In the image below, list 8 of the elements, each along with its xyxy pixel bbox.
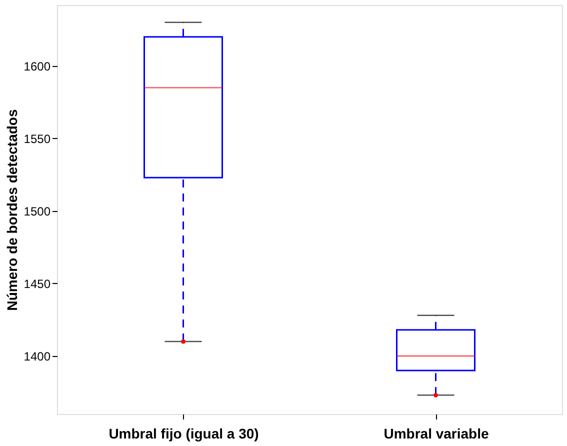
y-tick-label: 1550: [24, 132, 51, 146]
x-tick-label: Umbral fijo (igual a 30): [108, 426, 259, 442]
y-tick-label: 1400: [24, 349, 51, 364]
x-tick-label: Umbral variable: [384, 426, 489, 442]
y-tick-label: 1500: [24, 204, 51, 218]
y-tick-label: 1600: [24, 59, 51, 74]
y-tick-label: 1450: [24, 276, 51, 291]
y-axis-title: Número de bordes detectados: [4, 109, 20, 311]
